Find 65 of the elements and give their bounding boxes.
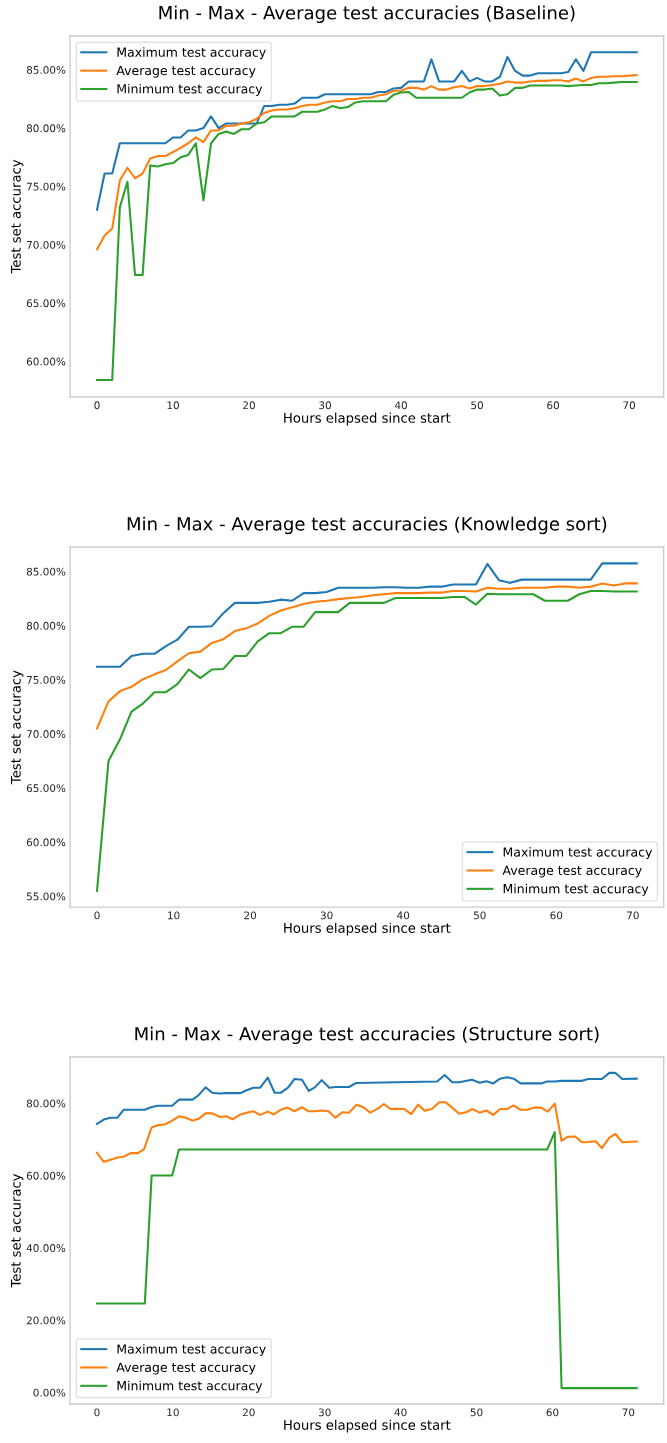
x-tick-label: 20 — [244, 911, 257, 920]
x-tick-label: 0 — [94, 911, 100, 920]
legend-label: Maximum test accuracy — [117, 47, 266, 60]
y-axis-title: Test set accuracy — [11, 159, 24, 274]
x-tick-label: 40 — [394, 401, 407, 410]
legend-label: Average test accuracy — [502, 865, 642, 878]
line-series — [95, 582, 638, 730]
x-tick-label: 70 — [627, 911, 639, 920]
x-axis-title: Hours elapsed since start — [284, 1419, 451, 1433]
x-tick-label: 60 — [547, 401, 560, 410]
x-axis-title: Hours elapsed since start — [284, 922, 451, 936]
y-tick-label: 60.00% — [26, 357, 66, 366]
y-tick-label: 80.00% — [26, 1099, 66, 1108]
y-tick-label: 0.00% — [33, 1388, 66, 1397]
line-series — [95, 1071, 638, 1125]
chart-title: Min - Max - Average test accuracies (Knowledge sort) — [127, 516, 607, 535]
y-tick-label: 80.00% — [26, 124, 66, 133]
x-tick-label: 50 — [473, 911, 486, 920]
x-tick-label: 30 — [318, 1408, 331, 1417]
x-tick-label: 0 — [94, 1408, 100, 1417]
x-tick-label: 40 — [394, 1408, 407, 1417]
x-tick-label: 10 — [168, 911, 180, 920]
y-tick-label: 85.00% — [26, 65, 66, 74]
x-tick-label: 50 — [470, 1408, 483, 1417]
y-tick-label: 75.00% — [27, 675, 66, 684]
x-tick-label: 10 — [167, 401, 179, 410]
x-tick-label: 60 — [546, 1408, 559, 1417]
y-axis-title: Test set accuracy — [11, 670, 24, 785]
y-tick-label: 55.00% — [26, 892, 66, 901]
x-tick-label: 70 — [622, 1408, 635, 1417]
y-tick-label: 40.00% — [26, 1244, 66, 1252]
x-tick-label: 30 — [320, 911, 333, 920]
legend-label: Minimum test accuracy — [503, 883, 649, 896]
y-tick-label: 80.00% — [26, 621, 66, 630]
x-axis-title: Hours elapsed since start — [284, 412, 451, 426]
y-tick-label: 65.00% — [26, 299, 66, 308]
y-tick-label: 20.00% — [26, 1316, 66, 1325]
line-series — [95, 80, 638, 382]
x-tick-label: 70 — [623, 401, 636, 410]
y-tick-label: 65.00% — [26, 784, 66, 793]
legend-label: Minimum test accuracy — [117, 83, 263, 96]
line-series — [95, 1101, 638, 1163]
y-tick-label: 60.00% — [26, 1171, 66, 1180]
line-series — [95, 562, 638, 668]
legend-label: Minimum test accuracy — [117, 1380, 263, 1393]
chart-title: Min - Max - Average test accuracies (Baseline) — [159, 5, 575, 24]
x-tick-label: 50 — [471, 401, 483, 410]
legend-label: Maximum test accuracy — [117, 1344, 266, 1357]
chart-title: Min - Max - Average test accuracies (Structure sort) — [135, 1026, 599, 1045]
x-tick-label: 40 — [397, 911, 410, 920]
y-tick-label: 70.00% — [27, 240, 66, 249]
y-tick-label: 70.00% — [27, 730, 66, 738]
legend-label: Average test accuracy — [116, 65, 256, 78]
x-tick-label: 10 — [167, 1408, 179, 1417]
x-tick-label: 30 — [319, 401, 331, 410]
y-tick-label: 85.00% — [26, 567, 66, 576]
x-tick-label: 20 — [242, 1408, 255, 1417]
y-tick-label: 75.00% — [27, 182, 66, 191]
legend-label: Average test accuracy — [116, 1362, 256, 1375]
x-tick-label: 60 — [550, 911, 563, 920]
x-tick-label: 0 — [94, 401, 100, 410]
x-tick-label: 20 — [243, 401, 255, 410]
legend-label: Maximum test accuracy — [503, 847, 653, 860]
y-axis-title: Test set accuracy — [11, 1173, 24, 1288]
y-tick-label: 60.00% — [26, 838, 66, 847]
